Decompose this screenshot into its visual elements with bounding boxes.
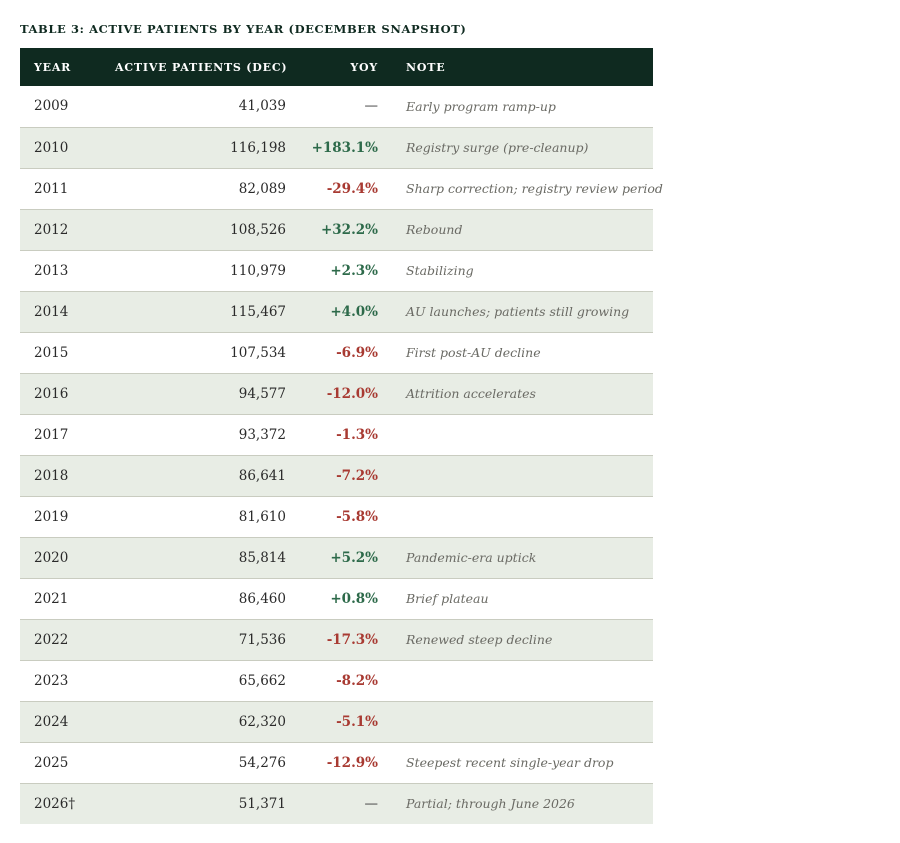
cell-year: 2023 — [20, 660, 115, 702]
cell-note: Partial; through June 2026 — [406, 796, 575, 812]
table-row: 2016 94,577 -12.0% Attrition accelerates — [20, 373, 653, 415]
table-row: 2024 62,320 -5.1% — [20, 701, 653, 743]
cell-note: Rebound — [378, 209, 653, 251]
cell-year: 2014 — [20, 291, 115, 333]
cell-yoy: — — [364, 795, 379, 812]
table-row: 2015 107,534 -6.9% First post-AU decline — [20, 332, 653, 374]
cell-year: 2019 — [20, 496, 115, 538]
cell-year: 2020 — [20, 537, 115, 579]
cell-active-patients: 65,662 — [115, 660, 286, 702]
cell-year: 2026† — [34, 795, 76, 812]
cell-yoy: -1.3% — [286, 414, 378, 456]
cell-year: 2016 — [20, 373, 115, 415]
cell-yoy: — — [286, 86, 378, 128]
cell-active-patients: 94,577 — [115, 373, 286, 415]
cell-year: 2010 — [20, 127, 115, 169]
table-caption: TABLE 3: ACTIVE PATIENTS BY YEAR (DECEMB… — [20, 22, 467, 36]
table-row: 2022 71,536 -17.3% Renewed steep decline — [20, 619, 653, 661]
cell-note: Renewed steep decline — [378, 619, 653, 661]
cell-active-patients: 93,372 — [115, 414, 286, 456]
table-row: 2026† 51,371 — Partial; through June 2026 — [20, 783, 653, 824]
table-body: 2009 41,039— Early program ramp-up 2010 116,… — [20, 86, 663, 824]
cell-yoy: -7.2% — [286, 455, 378, 497]
table-row: 2020 85,814 +5.2% Pandemic-era uptick — [20, 537, 653, 579]
cell-active-patients: 115,467 — [115, 291, 286, 333]
cell-yoy: +183.1% — [286, 127, 378, 169]
cell-active-patients: 107,534 — [115, 332, 286, 374]
cell-year: 2025 — [20, 742, 115, 784]
cell-note: Brief plateau — [378, 578, 653, 620]
cell-note: Pandemic-era uptick — [378, 537, 653, 579]
cell-year: 2012 — [20, 209, 115, 251]
table-row: 2019 81,610 -5.8% — [20, 496, 653, 538]
cell-note: First post-AU decline — [378, 332, 653, 374]
column-header-active-patients: ACTIVE PATIENTS (DEC) — [115, 60, 288, 74]
cell-active-patients: 86,641 — [115, 455, 286, 497]
table-row: 2013 110,979 +2.3% Stabilizing — [20, 250, 653, 292]
cell-active-patients: 86,460 — [115, 578, 286, 620]
cell-active-patients: 108,526 — [115, 209, 286, 251]
active-patients-table: YEAR ACTIVE PATIENTS (DEC) YOY NOTE 2009… — [20, 48, 663, 824]
cell-year: 2017 — [20, 414, 115, 456]
cell-year: 2011 — [20, 168, 115, 210]
table-row: 2010 116,198 +183.1% Registry surge (pre-cl… — [20, 127, 653, 169]
table-row: 2012 108,526 +32.2% Rebound — [20, 209, 653, 251]
column-header-year: YEAR — [34, 60, 72, 74]
table-row: 2011 82,089 -29.4% Sharp correction; regist… — [20, 168, 663, 210]
cell-year: 2024 — [20, 701, 115, 743]
cell-active-patients: 85,814 — [115, 537, 286, 579]
cell-active-patients: 62,320 — [115, 701, 286, 743]
cell-active-patients: 116,198 — [115, 127, 286, 169]
cell-active-patients: 51,371 — [238, 795, 286, 812]
cell-active-patients: 81,610 — [115, 496, 286, 538]
column-header-note: NOTE — [406, 60, 446, 74]
table-row: 2017 93,372 -1.3% — [20, 414, 653, 456]
cell-yoy: -6.9% — [286, 332, 378, 374]
cell-yoy: -29.4% — [286, 168, 378, 210]
cell-note — [378, 701, 653, 743]
table-row: 2023 65,662 -8.2% — [20, 660, 653, 702]
cell-note — [378, 455, 653, 497]
cell-active-patients: 54,276 — [115, 742, 286, 784]
cell-active-patients: 110,979 — [115, 250, 286, 292]
table-row: 2009 41,039— Early program ramp-up — [20, 86, 653, 128]
table-row: 2014 115,467 +4.0% AU launches; patients st… — [20, 291, 653, 333]
cell-yoy: +4.0% — [286, 291, 378, 333]
table-row: 2018 86,641 -7.2% — [20, 455, 653, 497]
cell-yoy: -5.1% — [286, 701, 378, 743]
cell-note: Stabilizing — [378, 250, 653, 292]
cell-yoy: -12.9% — [286, 742, 378, 784]
cell-yoy: -5.8% — [286, 496, 378, 538]
cell-year: 2009 — [20, 86, 115, 128]
cell-yoy: +2.3% — [286, 250, 378, 292]
cell-year: 2021 — [20, 578, 115, 620]
cell-year: 2015 — [20, 332, 115, 374]
cell-yoy: +0.8% — [286, 578, 378, 620]
table-row: 2021 86,460 +0.8% Brief plateau — [20, 578, 653, 620]
cell-yoy: -17.3% — [286, 619, 378, 661]
cell-note: AU launches; patients still growing — [378, 291, 653, 333]
cell-note — [378, 660, 653, 702]
table-header-row: YEAR ACTIVE PATIENTS (DEC) YOY NOTE — [20, 48, 653, 86]
cell-yoy: +32.2% — [286, 209, 378, 251]
cell-note — [378, 414, 653, 456]
cell-year: 2018 — [20, 455, 115, 497]
cell-yoy: -8.2% — [286, 660, 378, 702]
column-header-yoy: YOY — [350, 60, 378, 74]
cell-year: 2022 — [20, 619, 115, 661]
cell-active-patients: 82,089 — [115, 168, 286, 210]
cell-yoy: -12.0% — [286, 373, 378, 415]
cell-note: Early program ramp-up — [378, 86, 653, 128]
cell-active-patients: 71,536 — [115, 619, 286, 661]
cell-note — [378, 496, 653, 538]
cell-note: Registry surge (pre-cleanup) — [378, 127, 653, 169]
cell-year: 2013 — [20, 250, 115, 292]
cell-active-patients: 41,039 — [115, 86, 286, 128]
cell-note: Steepest recent single-year drop — [378, 742, 653, 784]
table-row: 2025 54,276 -12.9% Steepest recent single-y… — [20, 742, 653, 784]
cell-note: Sharp correction; registry review period — [378, 168, 663, 210]
cell-note: Attrition accelerates — [378, 373, 653, 415]
cell-yoy: +5.2% — [286, 537, 378, 579]
